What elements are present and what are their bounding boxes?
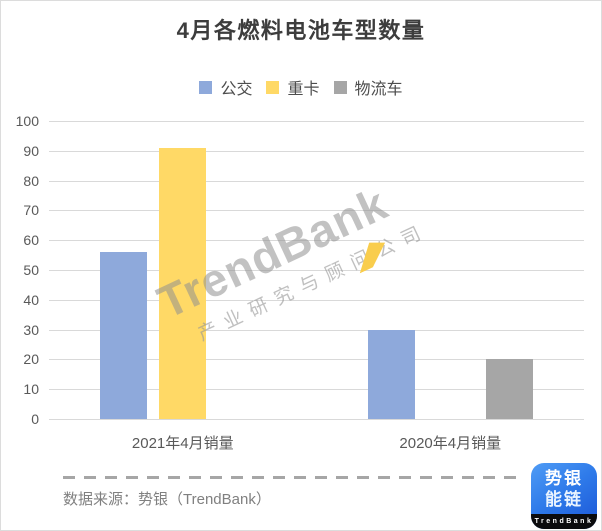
gridline <box>49 329 584 331</box>
gridline <box>49 299 584 301</box>
gridline <box>49 121 584 122</box>
x-category-label: 2020年4月销量 <box>399 435 502 452</box>
legend-swatch-icon <box>333 80 347 94</box>
y-tick-label: 40 <box>23 291 39 308</box>
legend-label: 公交 <box>220 81 253 98</box>
legend-item-重卡: 重卡 <box>266 75 320 99</box>
gridline <box>49 359 584 361</box>
data-source-text: 数据来源：势银（TrendBank） <box>63 491 271 508</box>
bar-物流车-2020年4月销量 <box>485 359 533 419</box>
logo-caption: TrendBank <box>531 514 597 529</box>
legend-swatch-icon <box>266 80 280 94</box>
legend: 公交 重卡 物流车 <box>1 75 601 99</box>
y-tick-label: 0 <box>31 411 39 427</box>
chart-title: 4月各燃料电池车型数量 <box>176 18 426 43</box>
legend-label: 重卡 <box>287 81 320 98</box>
legend-item-公交: 公交 <box>199 75 252 99</box>
bar-重卡-2021年4月销量 <box>159 147 207 419</box>
legend-label: 物流车 <box>354 81 403 98</box>
y-tick-label: 90 <box>23 142 39 159</box>
gridline <box>49 150 584 152</box>
logo-text-line2: 能链 <box>545 490 583 509</box>
gridline <box>49 270 584 271</box>
gridline <box>49 240 584 242</box>
y-tick-label: 70 <box>23 202 39 219</box>
x-category-label: 2021年4月销量 <box>131 435 234 452</box>
y-tick-label: 20 <box>23 351 39 368</box>
logo-text-line1: 势银 <box>545 469 583 488</box>
dashed-divider <box>63 476 518 479</box>
y-tick-label: 60 <box>23 232 39 249</box>
y-tick-label: 80 <box>23 172 39 189</box>
y-tick-label: 10 <box>23 381 39 398</box>
gridline <box>49 210 584 212</box>
y-tick-label: 100 <box>15 113 39 129</box>
y-tick-label: 50 <box>23 262 39 278</box>
gridline <box>49 389 584 391</box>
gridline <box>49 180 584 182</box>
bar-公交-2021年4月销量 <box>100 252 148 419</box>
y-tick-label: 30 <box>23 321 39 338</box>
legend-swatch-icon <box>199 80 213 94</box>
gridline <box>49 419 584 420</box>
legend-item-物流车: 物流车 <box>333 75 403 99</box>
bar-公交-2020年4月销量 <box>367 329 415 419</box>
trendbank-logo: 势银 能链 TrendBank <box>531 463 597 529</box>
plot-area <box>49 121 584 420</box>
